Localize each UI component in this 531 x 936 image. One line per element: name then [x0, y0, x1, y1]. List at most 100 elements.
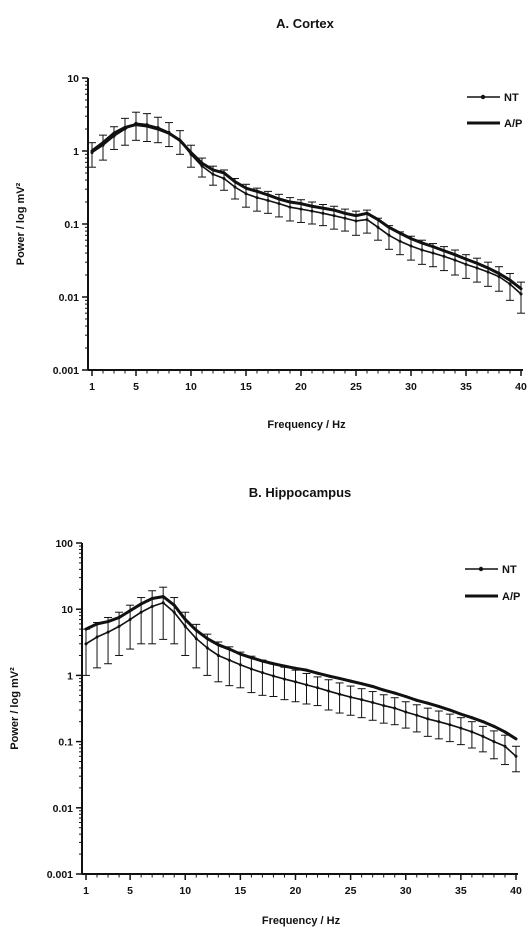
y-tick-label: 0.1	[58, 737, 73, 749]
x-tick-label: 5	[127, 885, 133, 897]
data-point	[195, 637, 198, 640]
y-axis-label: Power / log mV²	[9, 667, 21, 750]
line-segment	[340, 678, 351, 681]
data-point	[311, 210, 314, 213]
x-tick-label: 15	[235, 885, 247, 897]
data-point	[443, 255, 446, 258]
data-point	[388, 234, 391, 237]
line-segment	[158, 129, 169, 133]
y-tick-label: 10	[67, 73, 79, 85]
legend-item: NT	[465, 564, 517, 576]
data-point	[470, 730, 473, 733]
line-segment	[378, 220, 389, 228]
line-segment	[251, 669, 262, 673]
data-point	[327, 690, 330, 693]
line-segment	[279, 204, 290, 208]
legend-label: NT	[502, 564, 517, 576]
data-point	[520, 292, 523, 295]
line-segment	[152, 597, 163, 599]
line-segment	[323, 208, 334, 210]
line-segment	[86, 637, 97, 644]
line-segment	[351, 681, 362, 684]
line-segment	[505, 746, 516, 756]
data-point	[107, 631, 110, 634]
y-tick-label: 0.001	[53, 365, 79, 377]
data-point	[377, 226, 380, 229]
data-point	[465, 263, 468, 266]
line-segment	[290, 207, 301, 209]
line-segment	[240, 654, 251, 658]
line-segment	[367, 213, 378, 219]
line-segment	[417, 715, 428, 719]
line-segment	[483, 722, 494, 727]
data-point	[173, 611, 176, 614]
data-point	[338, 693, 341, 696]
data-point	[448, 723, 451, 726]
legend-label: A/P	[504, 118, 522, 130]
data-point	[305, 683, 308, 686]
data-point	[85, 642, 88, 645]
line-segment	[461, 728, 472, 732]
line-segment	[472, 718, 483, 722]
data-point	[129, 618, 132, 621]
line-segment	[367, 220, 378, 228]
series-a-p	[86, 597, 516, 739]
line-segment	[362, 700, 373, 703]
data-point	[360, 698, 363, 701]
x-axis-label: Frequency / Hz	[262, 915, 341, 927]
line-segment	[273, 676, 284, 679]
data-point	[349, 696, 352, 699]
line-segment	[86, 624, 97, 629]
data-point	[250, 667, 253, 670]
line-segment	[395, 708, 406, 712]
line-segment	[461, 714, 472, 718]
line-segment	[257, 198, 268, 201]
data-point	[421, 249, 424, 252]
legend-marker	[479, 567, 483, 571]
data-point	[272, 674, 275, 677]
line-segment	[240, 665, 251, 669]
line-segment	[329, 691, 340, 694]
data-point	[492, 740, 495, 743]
data-point	[278, 202, 281, 205]
y-tick-label: 0.01	[59, 292, 80, 304]
data-point	[355, 219, 358, 222]
y-tick-label: 100	[55, 538, 73, 550]
line-segment	[494, 742, 505, 747]
data-point	[322, 212, 325, 215]
line-segment	[284, 679, 295, 682]
data-point	[481, 735, 484, 738]
line-segment	[378, 227, 389, 235]
line-segment	[345, 218, 356, 221]
line-segment	[235, 182, 246, 188]
y-tick-label: 0.1	[64, 219, 79, 231]
line-segment	[444, 251, 455, 255]
line-segment	[510, 280, 521, 289]
data-point	[476, 266, 479, 269]
data-point	[437, 720, 440, 723]
data-point	[206, 646, 209, 649]
line-segment	[169, 133, 180, 140]
series-nt	[88, 112, 525, 313]
chart-title: A. Cortex	[276, 16, 335, 31]
line-segment	[125, 125, 136, 128]
line-segment	[284, 666, 295, 668]
data-point	[509, 283, 512, 286]
x-tick-label: 30	[400, 885, 412, 897]
data-point	[256, 196, 259, 199]
y-tick-label: 1	[73, 146, 79, 158]
line-segment	[229, 649, 240, 654]
line-segment	[108, 626, 119, 632]
data-point	[432, 252, 435, 255]
line-segment	[450, 725, 461, 728]
line-segment	[307, 670, 318, 673]
line-segment	[218, 655, 229, 660]
x-tick-label: 20	[290, 885, 302, 897]
data-point	[426, 717, 429, 720]
line-segment	[395, 693, 406, 696]
data-point	[184, 625, 187, 628]
x-axis-label: Frequency / Hz	[267, 419, 346, 431]
